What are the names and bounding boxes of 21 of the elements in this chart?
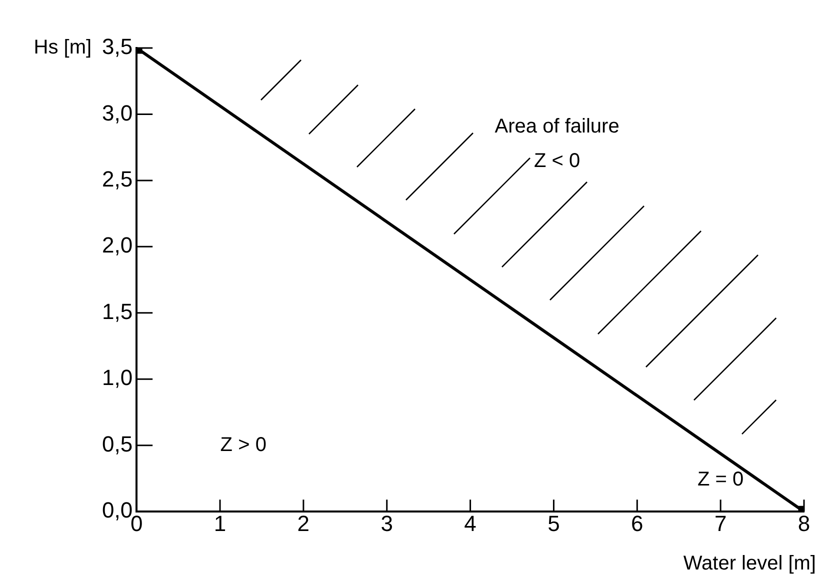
y-tick-label: 2,5 — [102, 166, 133, 192]
x-tick-label: 6 — [631, 510, 644, 536]
annotation: Z < 0 — [534, 150, 580, 172]
x-tick-label: 3 — [380, 510, 393, 536]
x-axis-title: Water level [m] — [683, 552, 816, 575]
annotation: Area of failure — [494, 115, 620, 138]
annotation: Z = 0 — [698, 468, 744, 491]
y-tick-label: 1,5 — [102, 298, 133, 324]
y-tick-label: 2,0 — [102, 232, 133, 258]
y-tick-label: 0,5 — [102, 431, 133, 456]
x-tick-label: 1 — [214, 510, 226, 536]
x-tick-label: 7 — [714, 510, 727, 536]
x-tick-label: 2 — [297, 510, 310, 536]
annotation: Z > 0 — [220, 434, 266, 456]
y-tick-label: 3,0 — [102, 100, 133, 126]
x-tick-label: 4 — [464, 510, 476, 536]
x-tick-label: 8 — [798, 510, 810, 536]
x-tick-label: 5 — [548, 510, 560, 536]
y-tick-label: 3,5 — [102, 34, 133, 60]
y-tick-label: 1,0 — [102, 365, 133, 390]
y-axis-title: Hs [m] — [34, 36, 92, 59]
